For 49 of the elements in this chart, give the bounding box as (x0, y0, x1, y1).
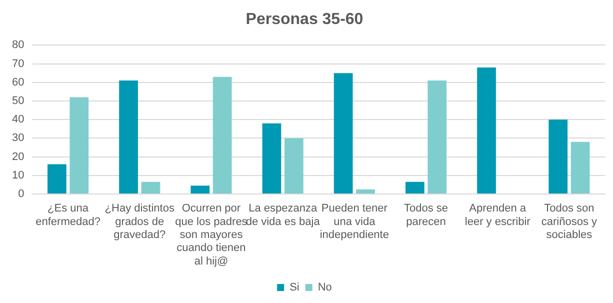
y-tick-label: 30 (12, 132, 24, 144)
y-tick-label: 50 (12, 95, 24, 108)
category-label: cariñosos y (541, 216, 598, 228)
bar (48, 164, 66, 194)
category-label: Aprenden a (469, 202, 526, 215)
y-tick-label: 70 (12, 58, 24, 70)
bar (334, 73, 353, 194)
category-label: independiente (320, 229, 389, 242)
category-label: enfermedad? (36, 216, 100, 228)
legend-label: No (318, 282, 332, 294)
category-label: Ocurren por (182, 202, 241, 215)
bar (141, 182, 160, 194)
bar (570, 142, 590, 194)
y-tick-label: 0 (18, 188, 24, 200)
bar (356, 189, 375, 194)
category-label: que los padres (175, 216, 248, 228)
category-label: al hij@ (194, 255, 228, 268)
category-label: son mayores (180, 229, 243, 242)
category-label: de vida es baja (246, 216, 320, 228)
legend-label: Si (290, 282, 300, 294)
y-tick-label: 20 (12, 150, 24, 163)
category-label: Pueden tener (321, 202, 388, 215)
bar (284, 138, 304, 194)
category-label: cuando tienen (176, 242, 246, 254)
category-label: La espezanza (248, 202, 318, 215)
bar (262, 123, 282, 194)
category-label: Todos son (544, 202, 594, 215)
category-label: parecen (406, 216, 446, 228)
y-tick-label: 10 (12, 169, 24, 182)
bar (428, 80, 447, 194)
bar (548, 120, 568, 194)
bar (119, 80, 138, 194)
chart-title: Personas 35-60 (246, 11, 364, 28)
category-label: ¿Hay distintos (104, 202, 174, 215)
bar (190, 186, 210, 194)
category-label: ¿Es una (48, 202, 89, 215)
category-label: una vida (334, 216, 376, 228)
bar (70, 97, 89, 194)
bar (477, 68, 496, 194)
y-tick-label: 60 (12, 76, 24, 88)
y-tick-label: 40 (12, 114, 24, 126)
bar (212, 76, 232, 194)
bar (405, 182, 424, 194)
category-label: sociables (546, 229, 592, 242)
category-label: Todos se (404, 202, 448, 215)
category-label: leer y escribir (464, 216, 530, 228)
category-label: gravedad? (114, 229, 166, 242)
y-tick-label: 80 (12, 39, 24, 52)
category-label: grados de (115, 216, 164, 228)
